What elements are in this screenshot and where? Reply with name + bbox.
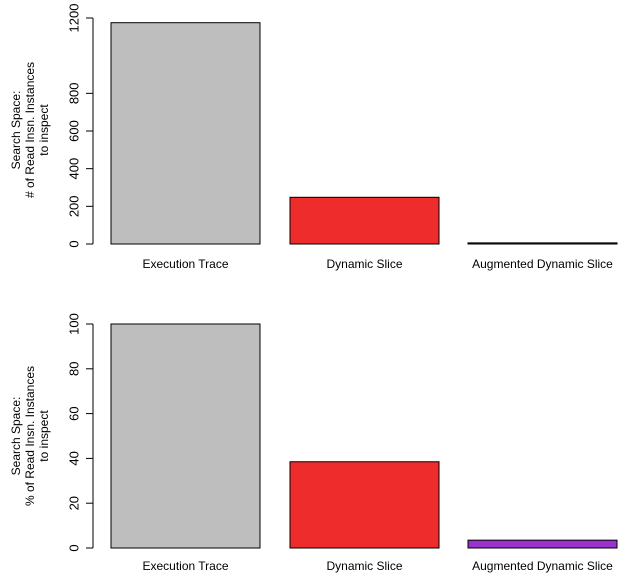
panel-2-y-axis-label-line: Search Space: (9, 397, 23, 476)
panel-2-y-axis-label-line: % of Read Insn. Instances (23, 366, 37, 506)
panel-2-category-label: Execution Trace (142, 559, 228, 573)
panel-2-bar-1 (110, 323, 261, 549)
panel-1-category-label: Execution Trace (142, 257, 228, 271)
panel-2-bar-3 (467, 539, 618, 549)
panel-2-y-tick-label: 80 (66, 362, 81, 376)
panel-2-y-axis-label-line: to inspect (37, 410, 51, 462)
panel-2-bar-2 (289, 461, 440, 549)
panel-1-y-axis-label-line: Search Space: (9, 91, 23, 170)
panel-2-y-tick-label: 0 (66, 544, 81, 551)
panel-1-y-axis-label-line: # of Read Insn. Instances (23, 62, 37, 198)
panel-2-y-tick-label: 20 (66, 496, 81, 510)
panel-2-y-tick-label: 100 (66, 313, 81, 335)
panel-1-y-tick-label: 200 (66, 195, 81, 217)
panel-1-y-tick-label: 0 (66, 240, 81, 247)
panel-1-bar-1 (110, 22, 261, 245)
panel-1-y-axis-label-line: to inspect (37, 104, 51, 156)
panel-2-y-tick-label: 40 (66, 451, 81, 465)
panel-2-category-label: Augmented Dynamic Slice (472, 559, 613, 573)
panel-1-bar-2 (289, 196, 440, 245)
panel-2-y-tick-label: 60 (66, 406, 81, 420)
panel-1-y-tick-label: 400 (66, 158, 81, 180)
panel-1-y-tick-label: 800 (66, 82, 81, 104)
panel-2-category-label: Dynamic Slice (326, 559, 402, 573)
panel-1-bar-3 (467, 242, 618, 245)
panel-1-category-label: Dynamic Slice (326, 257, 402, 271)
panel-1-y-tick-label: 1200 (66, 4, 81, 33)
panel-1-category-label: Augmented Dynamic Slice (472, 257, 613, 271)
panel-1-y-tick-label: 600 (66, 120, 81, 142)
